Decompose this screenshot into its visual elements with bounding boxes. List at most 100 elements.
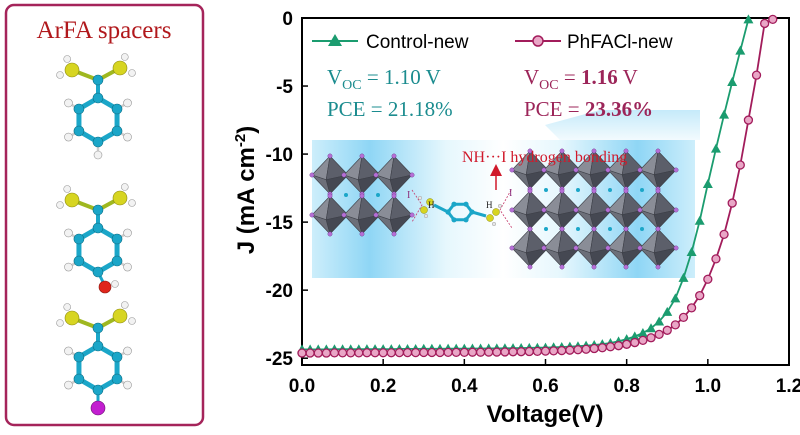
legend-label-phfacl: PhFACl-new [567, 32, 673, 53]
performance-annotations: VOC = 1.10 V PCE = 21.18% VOC = 1.16 V P… [327, 65, 653, 121]
data-point [743, 115, 754, 125]
data-point [410, 347, 421, 358]
hbond-label: NH···I hydrogen bonding [462, 149, 627, 166]
y-axis-label: J (mA cm-2) [232, 126, 260, 255]
data-point [321, 348, 332, 358]
data-point [540, 346, 551, 356]
data-point [508, 347, 518, 357]
data-point [459, 347, 469, 357]
data-point [735, 45, 746, 55]
data-point [654, 316, 665, 326]
x-tick-label: 1.2 [776, 376, 800, 397]
octahedra-left [309, 153, 415, 237]
octahedron [541, 226, 583, 270]
data-point [727, 76, 738, 86]
y-tick-label: -20 [266, 281, 293, 302]
legend-marker-control [328, 34, 342, 46]
control-pce-text: PCE = 21.18% [327, 97, 453, 121]
y-tick-label: -5 [276, 77, 293, 98]
data-point [686, 247, 697, 257]
data-point [354, 348, 364, 358]
data-point [346, 348, 356, 358]
data-point [703, 274, 713, 284]
data-point [646, 333, 656, 343]
molecule-structures [56, 53, 136, 416]
octahedron [373, 193, 415, 237]
inset-beam [545, 110, 700, 140]
data-point [678, 312, 689, 323]
octahedron [637, 226, 679, 270]
y-tick-label: -15 [266, 213, 294, 234]
data-point [597, 343, 607, 353]
x-tick-label: 0.4 [451, 376, 478, 397]
data-point [637, 328, 648, 338]
data-point [751, 70, 762, 80]
inset-label-iodine-left: I [407, 190, 410, 201]
data-point [329, 348, 340, 358]
inset-label-hydrogen-left: H [428, 200, 435, 210]
data-point [702, 179, 713, 189]
x-axis-label: Voltage(V) [487, 401, 604, 428]
x-axis-ticks: 0.0 0.2 0.4 0.6 0.8 1.0 1.2 [289, 359, 800, 397]
data-point [710, 143, 721, 153]
phfacl-voc-text: VOC = 1.16 V [524, 65, 638, 93]
jv-chart: I H H I NH···I hydrogen bonding 0.0 0.2 0.… [232, 9, 800, 428]
data-point [695, 290, 705, 301]
data-point [427, 347, 437, 358]
data-point [484, 347, 494, 357]
y-tick-label: -10 [266, 145, 293, 166]
data-point [629, 331, 640, 341]
inset-label-iodine-right: I [509, 188, 512, 199]
data-point [394, 347, 405, 358]
data-point [622, 339, 632, 349]
data-point [711, 254, 721, 264]
data-point [654, 329, 664, 340]
data-point [646, 323, 657, 333]
y-tick-label: -25 [266, 349, 294, 370]
legend: Control-new PhFACl-new [312, 32, 673, 53]
data-point [638, 335, 648, 346]
data-point [532, 346, 543, 357]
octahedron [637, 188, 679, 232]
x-tick-label: 0.8 [613, 376, 639, 397]
data-point [662, 325, 672, 335]
data-point [630, 337, 640, 348]
data-point [524, 346, 534, 357]
data-point [492, 347, 502, 357]
data-point [557, 345, 567, 356]
panel-title: ArFA spacers [37, 17, 172, 44]
data-point [760, 18, 770, 29]
spacer-molecule [411, 189, 513, 229]
phfacl-pce-text: PCE = 23.36% [524, 97, 653, 121]
data-point [362, 348, 372, 358]
data-point [435, 347, 445, 358]
data-point [467, 347, 478, 357]
octahedra-right [509, 148, 679, 270]
data-point [451, 347, 461, 357]
data-point [727, 198, 737, 208]
data-point [670, 320, 681, 330]
octahedron [637, 148, 679, 192]
data-point [613, 341, 624, 351]
data-point [548, 346, 559, 356]
data-point [313, 348, 323, 358]
control-voc-text: VOC = 1.10 V [327, 65, 441, 93]
data-point [516, 347, 526, 357]
panel-border [4, 3, 205, 427]
data-point [443, 347, 453, 357]
data-point [419, 347, 429, 358]
perovskite-inset: I H H I NH···I hydrogen bonding [309, 110, 700, 278]
data-point [573, 345, 583, 355]
series-layer [297, 14, 778, 358]
x-tick-label: 0.0 [289, 376, 315, 397]
octahedron [605, 148, 647, 192]
legend-label-control: Control-new [366, 32, 469, 53]
data-point [337, 348, 348, 358]
data-point [475, 347, 486, 357]
data-point [686, 303, 697, 313]
data-point [370, 348, 380, 358]
y-tick-label: 0 [282, 9, 293, 30]
data-point [386, 348, 396, 358]
data-point [678, 272, 689, 282]
data-point [500, 347, 510, 357]
